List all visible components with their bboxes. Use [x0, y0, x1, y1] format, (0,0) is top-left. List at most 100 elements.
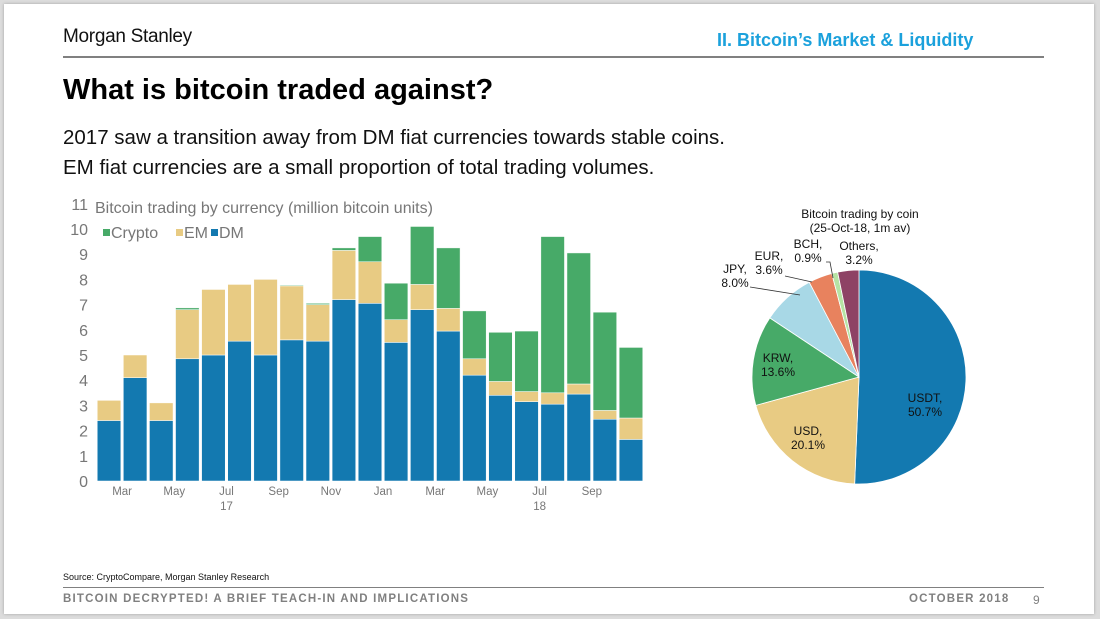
- bar-segment-em-jan-18: [384, 319, 409, 343]
- legend-swatch-em: [176, 229, 183, 236]
- bar-segment-dm-sep-17: [279, 339, 304, 482]
- bar-segment-em-mar-17: [123, 354, 148, 378]
- bar-chart-legend: Crypto EM DM: [103, 225, 244, 242]
- y-tick-label: 10: [70, 222, 88, 239]
- pie-leader-eur: [784, 275, 813, 283]
- pie-chart-subtitle: (25-Oct-18, 1m av): [810, 221, 911, 235]
- bar-segment-em-may-18: [488, 381, 513, 396]
- footer-date: OCTOBER 2018: [909, 593, 1010, 605]
- pie-label-eur: EUR,: [755, 249, 784, 263]
- y-tick-label: 0: [79, 474, 88, 491]
- bar-chart-bars: [97, 226, 644, 482]
- legend-swatch-dm: [211, 229, 218, 236]
- legend-swatch-crypto: [103, 229, 110, 236]
- x-tick-label: Nov: [321, 486, 342, 498]
- bar-segment-dm-oct-18: [618, 439, 644, 482]
- bar-segment-em-may-17: [175, 309, 200, 360]
- pie-value-usdt: 50.7%: [908, 405, 942, 419]
- bar-segment-dm-oct-17: [305, 340, 330, 482]
- bar-segment-em-oct-18: [618, 417, 644, 440]
- bar-segment-em-feb-18: [410, 284, 435, 310]
- x-tick-label: Mar: [425, 486, 445, 498]
- pie-slices: [751, 269, 967, 485]
- bar-segment-em-sep-17: [279, 285, 304, 341]
- pie-value-krw: 13.6%: [761, 365, 795, 379]
- subtitle-line-2: EM fiat currencies are a small proportio…: [63, 156, 655, 179]
- bar-segment-crypto-sep-17: [279, 284, 304, 287]
- bar-segment-em-feb-17: [97, 400, 122, 421]
- pie-labels: USDT,50.7% USD,20.1% KRW,13.6% JPY,8.0% EUR,…: [721, 237, 942, 452]
- bar-chart: Bitcoin trading by currency (million bit…: [70, 197, 644, 513]
- bar-segment-em-mar-18: [436, 308, 461, 332]
- bar-segment-dm-jan-18: [384, 342, 409, 482]
- bar-segment-crypto-nov-17: [331, 247, 356, 251]
- y-tick-label: 9: [79, 247, 88, 264]
- y-tick-label: 7: [79, 298, 88, 315]
- y-tick-label: 5: [79, 348, 88, 365]
- pie-leader-jpy: [749, 286, 801, 296]
- page-title: What is bitcoin traded against?: [63, 74, 494, 106]
- brand-logo: Morgan Stanley: [63, 26, 192, 47]
- pie-value-others: 3.2%: [845, 253, 873, 267]
- pie-value-jpy: 8.0%: [721, 276, 749, 290]
- bar-segment-dm-mar-17: [123, 377, 148, 482]
- bar-segment-dm-jul-17: [227, 340, 252, 482]
- bar-segment-em-jul-18: [540, 392, 565, 405]
- bar-segment-em-dec-17: [357, 261, 383, 304]
- page-number: 9: [1033, 593, 1040, 607]
- legend-label-crypto: Crypto: [111, 225, 158, 242]
- section-title: II. Bitcoin’s Market & Liquidity: [717, 30, 974, 50]
- footer-divider: [63, 587, 1044, 588]
- bar-segment-crypto-sep-18: [592, 311, 617, 411]
- bar-chart-title: Bitcoin trading by currency (million bit…: [95, 200, 433, 217]
- bar-segment-dm-dec-17: [357, 303, 383, 482]
- pie-label-usdt: USDT,: [908, 391, 943, 405]
- bar-segment-em-nov-17: [331, 250, 356, 300]
- bar-segment-crypto-aug-18: [566, 252, 591, 385]
- bar-segment-em-aug-18: [566, 383, 591, 395]
- pie-label-jpy: JPY,: [723, 262, 747, 276]
- bar-segment-crypto-may-17: [175, 307, 200, 310]
- bar-segment-dm-nov-17: [331, 299, 356, 482]
- bar-segment-dm-feb-18: [410, 309, 435, 482]
- header-divider: [63, 56, 1044, 58]
- pie-value-usd: 20.1%: [791, 438, 825, 452]
- y-tick-label: 11: [71, 197, 88, 214]
- bar-segment-dm-jun-18: [514, 401, 539, 482]
- bar-segment-crypto-feb-18: [410, 226, 435, 285]
- y-tick-label: 4: [79, 373, 88, 390]
- bar-chart-x-axis: Mar May Jul Sep Nov Jan Mar May Jul Sep 17 18: [112, 486, 602, 513]
- subtitle-line-1: 2017 saw a transition away from DM fiat …: [63, 126, 725, 149]
- x-tick-label: Mar: [112, 486, 132, 498]
- pie-slice-others: [837, 269, 860, 378]
- legend-label-em: EM: [184, 225, 208, 242]
- y-tick-label: 2: [79, 424, 88, 441]
- x-tick-label: Jul: [532, 486, 547, 498]
- bar-segment-em-apr-18: [462, 358, 487, 376]
- x-tick-label: May: [477, 486, 499, 498]
- x-tick-label: Jul: [219, 486, 234, 498]
- bar-segment-em-apr-17: [149, 402, 174, 421]
- bar-chart-y-axis: 0 1 2 3 4 5 6 7 8 9 10 11: [70, 197, 88, 491]
- bar-segment-dm-feb-17: [97, 420, 122, 482]
- pie-label-others: Others,: [839, 239, 878, 253]
- bar-segment-dm-aug-17: [253, 354, 278, 482]
- bar-segment-dm-may-18: [488, 395, 513, 482]
- pie-label-bch: BCH,: [794, 237, 823, 251]
- x-tick-label: Sep: [582, 486, 602, 498]
- bar-segment-dm-apr-17: [149, 420, 174, 482]
- bar-segment-crypto-jun-18: [514, 330, 539, 392]
- bar-segment-em-jun-18: [514, 391, 539, 402]
- x-tick-label: Jan: [374, 486, 393, 498]
- pie-label-krw: KRW,: [763, 351, 793, 365]
- source-note: Source: CryptoCompare, Morgan Stanley Re…: [63, 572, 270, 582]
- bar-segment-crypto-mar-18: [436, 247, 461, 309]
- bar-segment-crypto-oct-17: [305, 303, 330, 305]
- bar-segment-em-oct-17: [305, 304, 330, 342]
- deck-title: BITCOIN DECRYPTED! A BRIEF TEACH-IN AND …: [63, 593, 470, 605]
- y-tick-label: 6: [79, 323, 88, 340]
- bar-segment-dm-mar-18: [436, 330, 461, 482]
- pie-label-usd: USD,: [794, 424, 823, 438]
- x-year-label: 18: [533, 501, 546, 513]
- y-tick-label: 1: [79, 449, 88, 466]
